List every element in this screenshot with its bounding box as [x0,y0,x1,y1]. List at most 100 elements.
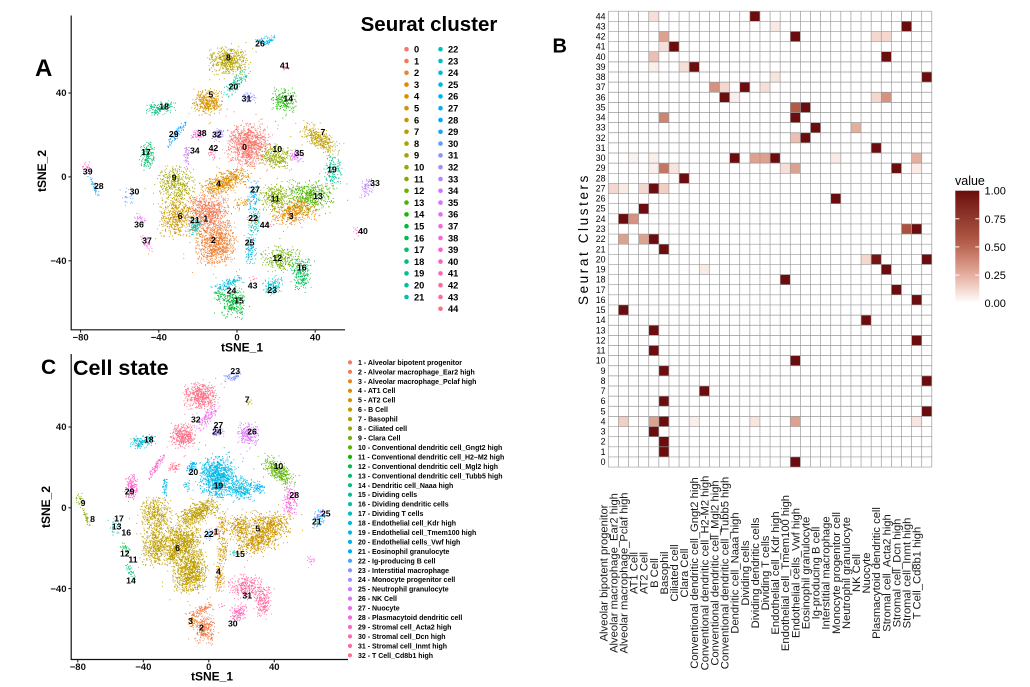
svg-text:17: 17 [114,513,124,523]
svg-text:15: 15 [234,295,244,305]
svg-text:Dividing cells: Dividing cells [740,540,752,606]
svg-text:3: 3 [414,80,419,90]
svg-text:Ciliated cell: Ciliated cell [669,544,681,601]
svg-text:1: 1 [203,214,208,224]
svg-text:0: 0 [206,662,211,673]
svg-text:9: 9 [414,151,419,161]
svg-text:28: 28 [94,181,104,191]
svg-text:33: 33 [448,174,458,184]
svg-text:32: 32 [448,163,458,173]
svg-text:39: 39 [83,166,93,176]
svg-text:44: 44 [260,220,270,230]
svg-text:9 - Clara Cell: 9 - Clara Cell [358,436,400,443]
svg-text:21: 21 [414,292,424,302]
svg-text:18: 18 [596,275,606,285]
svg-text:25: 25 [448,80,458,90]
svg-text:18: 18 [414,257,424,267]
svg-text:−40: −40 [50,256,66,267]
svg-text:Dividing T cells: Dividing T cells [760,535,772,610]
svg-text:10 - Conventional dendritic ce: 10 - Conventional dendritic cell_Gngt2 h… [358,445,502,452]
svg-text:4: 4 [216,178,221,188]
svg-text:15: 15 [414,222,424,232]
svg-text:3: 3 [601,427,606,437]
svg-text:27 - Nuocyte: 27 - Nuocyte [358,606,400,613]
svg-text:11: 11 [414,174,424,184]
svg-text:27: 27 [250,184,260,194]
svg-text:Conventional dendritic cell_Tu: Conventional dendritic cell_Tubb5 high [720,477,732,669]
svg-text:17 - Dividing T cells: 17 - Dividing T cells [358,511,423,518]
svg-text:13: 13 [313,191,323,201]
svg-text:Stromal cell_Inmt high: Stromal cell_Inmt high [902,518,914,629]
svg-text:19: 19 [596,265,606,275]
svg-text:19 - Endothelial cell_Tmem100: 19 - Endothelial cell_Tmem100 high [358,530,476,537]
svg-text:25 - Neutrophil granulocyte: 25 - Neutrophil granulocyte [358,587,449,594]
svg-text:1: 1 [601,447,606,457]
svg-text:19: 19 [414,269,424,279]
svg-text:30 - Stromal cell_Dcn high: 30 - Stromal cell_Dcn high [358,634,446,641]
svg-text:13: 13 [596,325,606,335]
svg-text:12 - Conventional dendritic ce: 12 - Conventional dendritic cell_Mgl2 hi… [358,464,498,471]
svg-text:26: 26 [247,427,257,437]
svg-text:Endothelial cell_Kdr high: Endothelial cell_Kdr high [770,511,782,634]
svg-text:−80: −80 [73,333,89,344]
svg-text:27: 27 [448,104,458,114]
svg-text:35: 35 [294,148,304,158]
svg-text:0.75: 0.75 [985,214,1006,226]
svg-text:NK Cell: NK Cell [851,554,863,592]
svg-text:16 - Dividing dendritic cells: 16 - Dividing dendritic cells [358,502,449,509]
svg-text:24 - Monocyte progenitor cell: 24 - Monocyte progenitor cell [358,577,455,584]
svg-text:0: 0 [242,142,247,152]
svg-text:3 - Alveolar macrophage_Pclaf: 3 - Alveolar macrophage_Pclaf high [358,379,476,386]
svg-text:36: 36 [448,210,458,220]
svg-text:0: 0 [61,172,66,183]
svg-text:16: 16 [121,527,131,537]
svg-text:22: 22 [204,529,214,539]
svg-text:31: 31 [242,93,252,103]
svg-text:23: 23 [596,224,606,234]
svg-text:Alveolar macrophage_Pclaf high: Alveolar macrophage_Pclaf high [618,492,630,653]
svg-text:0.50: 0.50 [985,242,1006,254]
svg-text:0: 0 [234,333,239,344]
svg-text:27: 27 [596,184,606,194]
svg-text:7: 7 [414,127,419,137]
svg-text:11: 11 [128,555,137,565]
svg-text:40: 40 [269,662,280,673]
svg-text:1.00: 1.00 [985,186,1006,198]
svg-text:34: 34 [448,186,459,196]
svg-text:25: 25 [321,509,331,519]
svg-text:tSNE_2: tSNE_2 [39,486,53,528]
svg-text:32: 32 [596,133,606,143]
svg-text:40: 40 [56,88,67,99]
svg-text:28: 28 [448,115,458,125]
svg-text:35: 35 [448,198,458,208]
svg-text:5: 5 [255,524,260,534]
svg-text:31: 31 [242,591,252,601]
svg-text:0: 0 [61,503,66,514]
svg-text:34: 34 [596,113,606,123]
svg-text:14: 14 [283,93,293,103]
svg-text:41: 41 [596,42,606,52]
svg-text:11 - Conventional dendritic ce: 11 - Conventional dendritic cell_H2–M2 h… [358,454,504,461]
svg-text:Endothelial cell_Tmem100 high: Endothelial cell_Tmem100 high [780,495,792,651]
svg-text:17: 17 [141,147,151,157]
svg-text:23 - Interstitial macrophage: 23 - Interstitial macrophage [358,568,449,575]
svg-text:Dendritic cell_Naaa high: Dendritic cell_Naaa high [730,512,742,633]
svg-text:2: 2 [199,622,204,632]
svg-text:value: value [955,174,985,188]
svg-text:43: 43 [448,292,458,302]
svg-text:20 - Endothelial cells_Vwf hig: 20 - Endothelial cells_Vwf high [358,539,460,546]
svg-text:2: 2 [211,235,216,245]
svg-text:38: 38 [448,233,458,243]
svg-text:28: 28 [596,173,606,183]
svg-text:Stromal cell_Acta2 high: Stromal cell_Acta2 high [881,514,893,632]
svg-text:17: 17 [596,285,606,295]
svg-text:C: C [41,356,56,379]
svg-text:42: 42 [448,281,458,291]
svg-text:33: 33 [596,123,606,133]
svg-text:37: 37 [448,222,458,232]
svg-text:−40: −40 [135,662,151,673]
svg-text:8 - Ciliated cell: 8 - Ciliated cell [358,426,407,433]
svg-text:23: 23 [448,56,458,66]
svg-text:13: 13 [414,198,424,208]
svg-text:3: 3 [188,616,193,626]
